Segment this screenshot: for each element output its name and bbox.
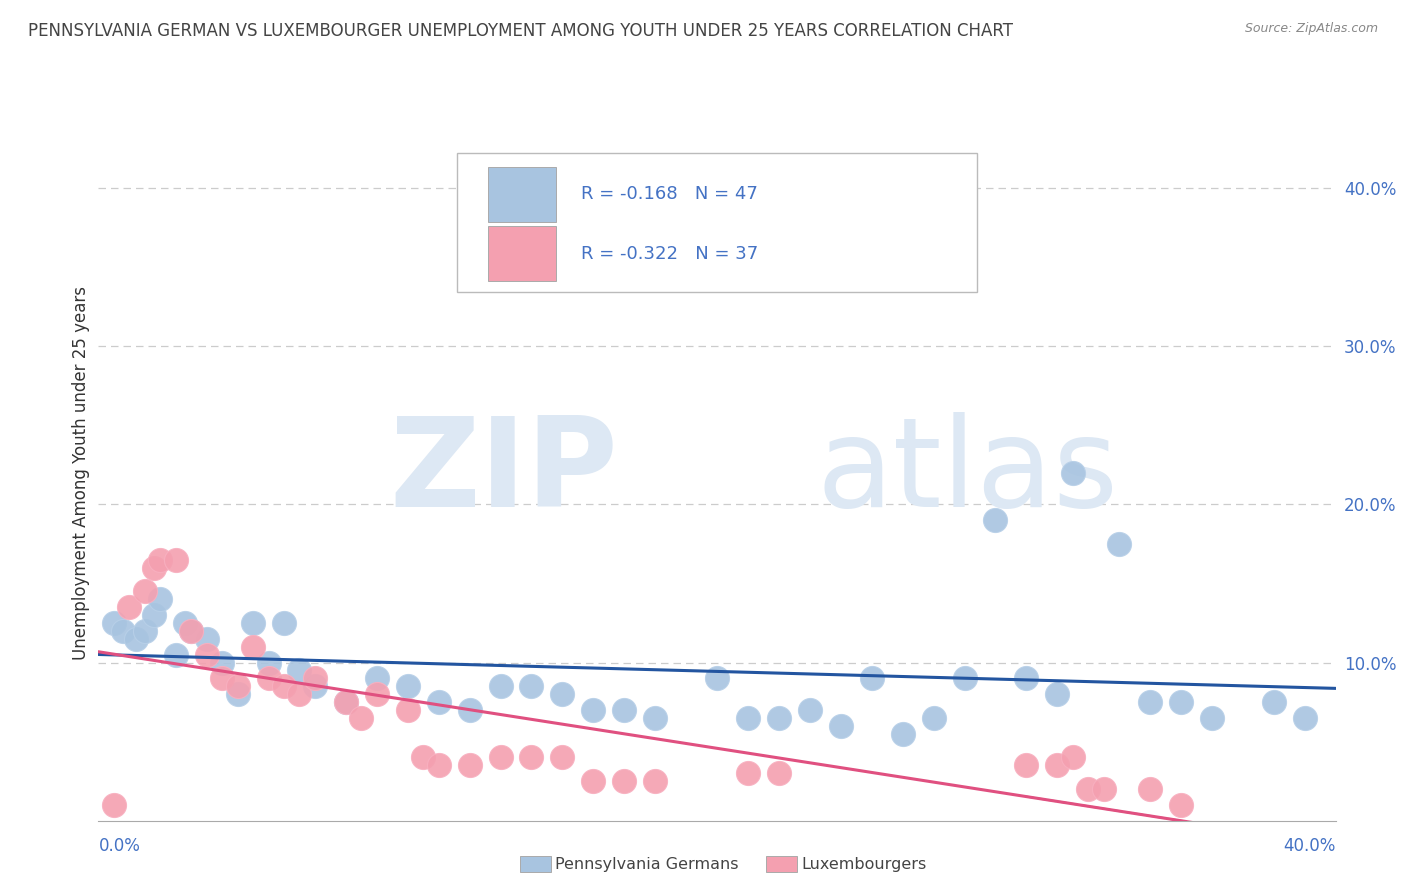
Point <box>242 615 264 630</box>
Point <box>134 584 156 599</box>
Point <box>195 648 218 662</box>
Point <box>1015 671 1038 685</box>
Point <box>103 615 125 630</box>
FancyBboxPatch shape <box>488 167 557 222</box>
FancyBboxPatch shape <box>457 153 977 292</box>
Point <box>143 608 166 623</box>
Point <box>273 615 295 630</box>
Point <box>273 679 295 693</box>
Point <box>1092 782 1115 797</box>
Point <box>1108 537 1130 551</box>
Point <box>520 750 543 764</box>
Point <box>520 679 543 693</box>
Point <box>180 624 202 638</box>
Text: 0.0%: 0.0% <box>98 837 141 855</box>
Point <box>1077 782 1099 797</box>
Point <box>112 624 135 638</box>
Point <box>288 687 311 701</box>
Point <box>582 703 605 717</box>
Text: PENNSYLVANIA GERMAN VS LUXEMBOURGER UNEMPLOYMENT AMONG YOUTH UNDER 25 YEARS CORR: PENNSYLVANIA GERMAN VS LUXEMBOURGER UNEM… <box>28 22 1014 40</box>
Point <box>706 671 728 685</box>
Point <box>1046 758 1069 772</box>
Point <box>226 687 249 701</box>
Point <box>1170 797 1192 812</box>
Point <box>427 695 450 709</box>
Point <box>737 766 759 780</box>
Point <box>143 560 166 574</box>
Text: 40.0%: 40.0% <box>1284 837 1336 855</box>
Point <box>1139 782 1161 797</box>
Point <box>366 687 388 701</box>
Text: R = -0.322   N = 37: R = -0.322 N = 37 <box>581 244 758 262</box>
Point <box>180 624 202 638</box>
Point <box>1263 695 1285 709</box>
Point <box>799 703 821 717</box>
Point <box>396 703 419 717</box>
Point <box>427 758 450 772</box>
Point <box>242 640 264 654</box>
Point <box>149 592 172 607</box>
Point <box>551 750 574 764</box>
Point <box>644 711 666 725</box>
Point <box>304 671 326 685</box>
Point <box>489 679 512 693</box>
Point <box>103 797 125 812</box>
Point <box>768 766 790 780</box>
Point <box>1170 695 1192 709</box>
Point <box>304 679 326 693</box>
Text: Luxembourgers: Luxembourgers <box>801 857 927 871</box>
Point <box>458 758 481 772</box>
Point <box>211 656 233 670</box>
Point <box>165 648 187 662</box>
Point <box>257 656 280 670</box>
Point <box>335 695 357 709</box>
Text: Pennsylvania Germans: Pennsylvania Germans <box>555 857 740 871</box>
Text: atlas: atlas <box>815 412 1118 533</box>
Point <box>1046 687 1069 701</box>
Point <box>257 671 280 685</box>
Point <box>412 750 434 764</box>
Point <box>891 726 914 740</box>
Point <box>582 774 605 789</box>
Point <box>1139 695 1161 709</box>
Point <box>613 774 636 789</box>
Point <box>226 679 249 693</box>
Point <box>1062 750 1084 764</box>
Point <box>396 679 419 693</box>
Point <box>1201 711 1223 725</box>
Text: Source: ZipAtlas.com: Source: ZipAtlas.com <box>1244 22 1378 36</box>
Point <box>489 750 512 764</box>
Point <box>644 774 666 789</box>
Point <box>1015 758 1038 772</box>
Point <box>124 632 146 646</box>
Point <box>613 703 636 717</box>
Point <box>737 711 759 725</box>
Point <box>118 600 141 615</box>
Point <box>953 671 976 685</box>
Point <box>1062 466 1084 480</box>
Point <box>134 624 156 638</box>
Point <box>830 719 852 733</box>
Point <box>174 615 197 630</box>
Point <box>149 552 172 567</box>
Text: ZIP: ZIP <box>389 412 619 533</box>
Point <box>366 671 388 685</box>
Point <box>288 664 311 678</box>
Point <box>768 711 790 725</box>
Point <box>984 513 1007 527</box>
Y-axis label: Unemployment Among Youth under 25 years: Unemployment Among Youth under 25 years <box>72 285 90 660</box>
FancyBboxPatch shape <box>488 226 557 282</box>
Point <box>350 711 373 725</box>
Point <box>211 671 233 685</box>
Text: R = -0.168   N = 47: R = -0.168 N = 47 <box>581 186 758 203</box>
Point <box>860 671 883 685</box>
Point <box>922 711 945 725</box>
Point <box>458 703 481 717</box>
Point <box>551 687 574 701</box>
Point <box>195 632 218 646</box>
Point <box>335 695 357 709</box>
Point <box>1294 711 1316 725</box>
Point <box>165 552 187 567</box>
